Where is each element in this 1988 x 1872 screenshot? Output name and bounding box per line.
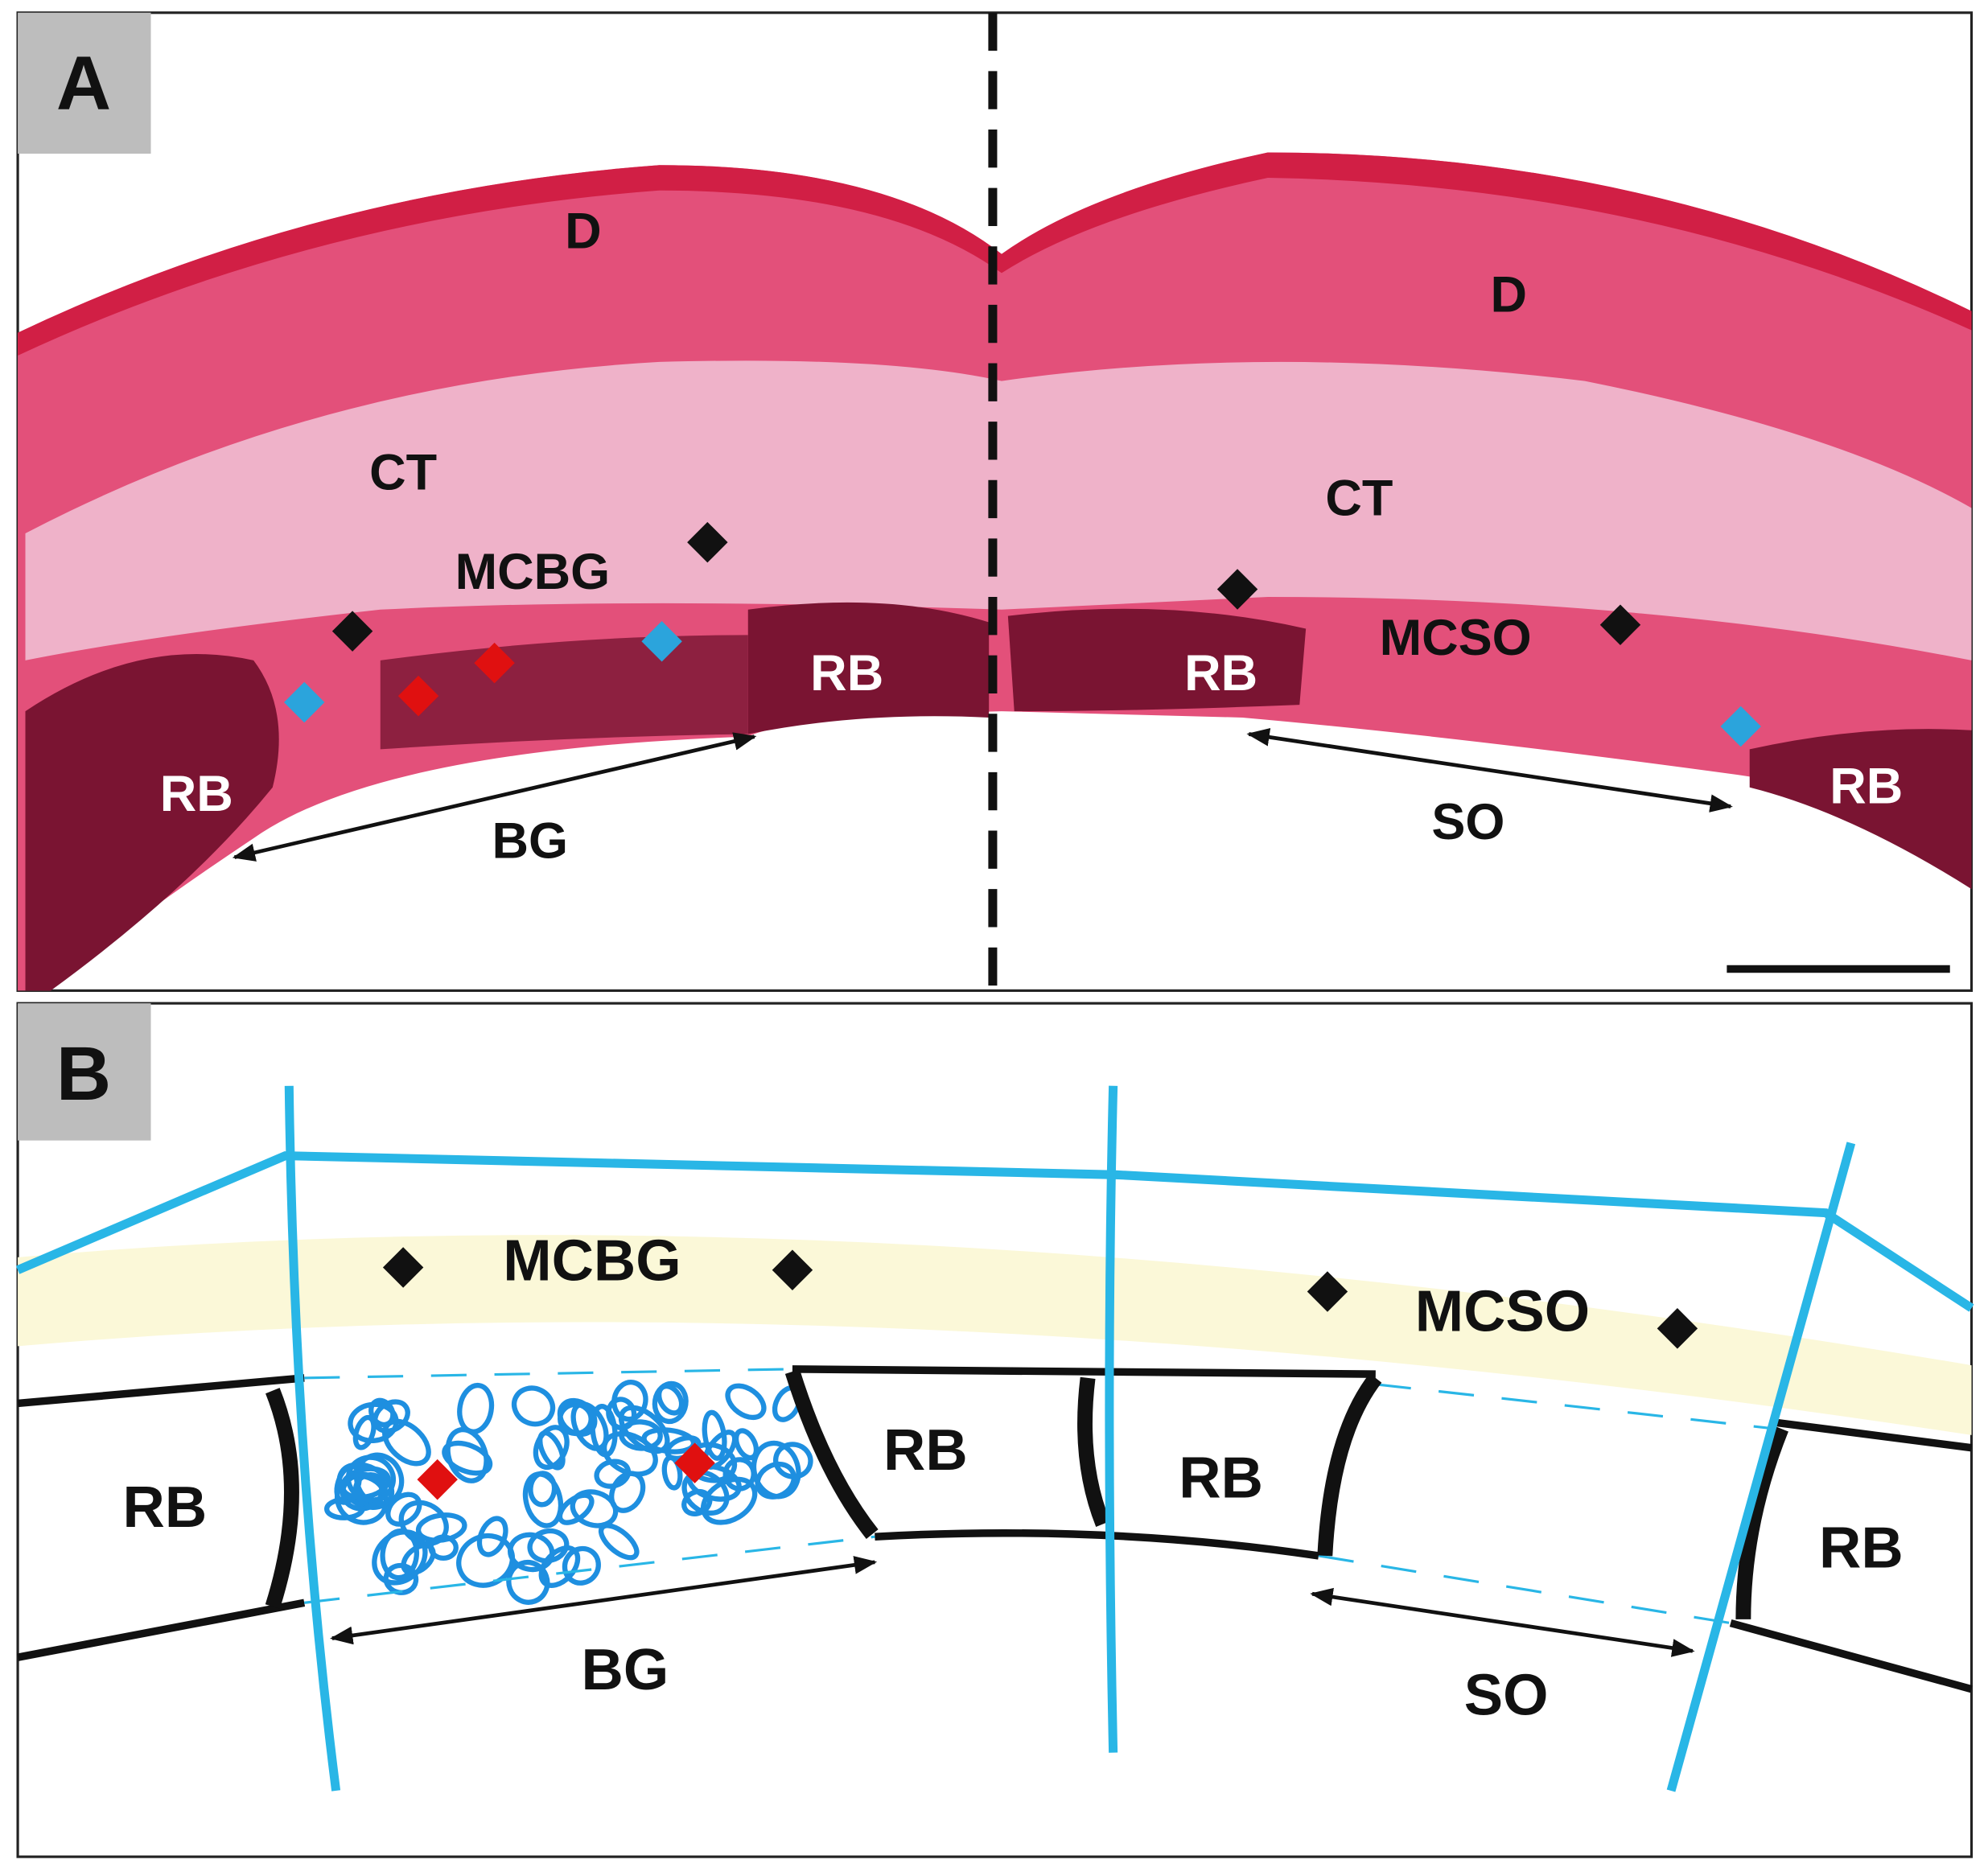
- region-label: MCBG: [455, 544, 611, 600]
- marker-diamond: [1657, 1308, 1698, 1349]
- panel-frame: [16, 1002, 1974, 1858]
- marker-diamond: [687, 521, 728, 563]
- region-label: RB: [1830, 759, 1903, 815]
- granule: [601, 1431, 658, 1477]
- marker-diamond: [1720, 706, 1761, 747]
- granule: [557, 1397, 598, 1438]
- granule: [751, 1440, 801, 1500]
- panel-label-box: [18, 1003, 151, 1141]
- granule: [537, 1430, 566, 1471]
- region-label: MCSO: [1380, 610, 1532, 666]
- connective-tissue: [25, 360, 1972, 660]
- region-label: RB: [1184, 645, 1257, 701]
- arrow: [330, 1556, 878, 1645]
- region-label: BG: [582, 1637, 669, 1702]
- region-label: RB: [1819, 1515, 1904, 1580]
- marker-diamond: [474, 642, 515, 684]
- granule: [476, 1516, 508, 1557]
- granule: [618, 1405, 670, 1454]
- region-label: D: [1491, 267, 1528, 323]
- granule: [345, 1454, 397, 1503]
- bone: [747, 602, 990, 734]
- region-label: RB: [810, 645, 883, 701]
- granule: [570, 1489, 619, 1528]
- marker-diamond: [772, 1249, 813, 1290]
- region-label: MCSO: [1415, 1279, 1590, 1344]
- panel-a: A D D CT CT MCBG MCSO RB RB RB RB BG SO: [16, 11, 1974, 992]
- granule: [606, 1397, 637, 1431]
- panel-label: A: [56, 40, 111, 125]
- region-label: RB: [160, 766, 233, 822]
- panel-b: B MCBG MCSO RB RB RB RB BG SO: [15, 1002, 1974, 1858]
- region-label: RB: [123, 1475, 208, 1540]
- granule: [661, 1454, 683, 1491]
- granule: [442, 1440, 493, 1476]
- granule: [652, 1380, 689, 1425]
- region-label: SO: [1431, 794, 1504, 850]
- granule: [557, 1492, 595, 1525]
- arrow: [232, 732, 757, 862]
- bone-end: [265, 1369, 1788, 1619]
- marker-diamond: [331, 611, 373, 652]
- region-label: D: [565, 204, 602, 260]
- granule: [352, 1414, 377, 1450]
- marker-diamond: [397, 675, 439, 717]
- bone: [1007, 608, 1307, 712]
- bone: [25, 654, 279, 991]
- granule: [457, 1382, 495, 1434]
- blue-line: [284, 1085, 1856, 1792]
- marker-diamond: [1307, 1271, 1348, 1312]
- granule: [528, 1471, 558, 1508]
- granule: [372, 1399, 410, 1434]
- bone-graft: [380, 635, 748, 750]
- panel-label: B: [56, 1031, 111, 1117]
- region-label: SO: [1464, 1662, 1549, 1727]
- marker-diamond: [417, 1459, 458, 1500]
- region-label: BG: [492, 813, 568, 869]
- granule: [611, 1380, 648, 1422]
- panel-label-box: [18, 12, 151, 154]
- granule: [511, 1385, 556, 1427]
- granule: [702, 1409, 727, 1461]
- region-label: RB: [883, 1417, 968, 1483]
- marker-diamond: [1216, 569, 1258, 610]
- marker-diamond: [284, 681, 325, 723]
- region-label: CT: [369, 445, 437, 501]
- region-label: CT: [1325, 470, 1393, 526]
- granule: [725, 1383, 767, 1421]
- region-label: MCBG: [503, 1228, 681, 1294]
- bone-edge: [17, 1365, 1973, 1693]
- arrow: [1246, 728, 1733, 813]
- bone: [1749, 729, 1972, 890]
- graft-granules: [324, 1380, 813, 1605]
- marker-diamond: [674, 1442, 715, 1483]
- granule: [773, 1442, 813, 1479]
- granule: [340, 1471, 385, 1512]
- arrow: [1310, 1587, 1695, 1657]
- region-label: RB: [1179, 1445, 1263, 1510]
- marker-diamond: [1599, 604, 1641, 645]
- membrane-band: [18, 1235, 1972, 1435]
- granule: [733, 1428, 759, 1461]
